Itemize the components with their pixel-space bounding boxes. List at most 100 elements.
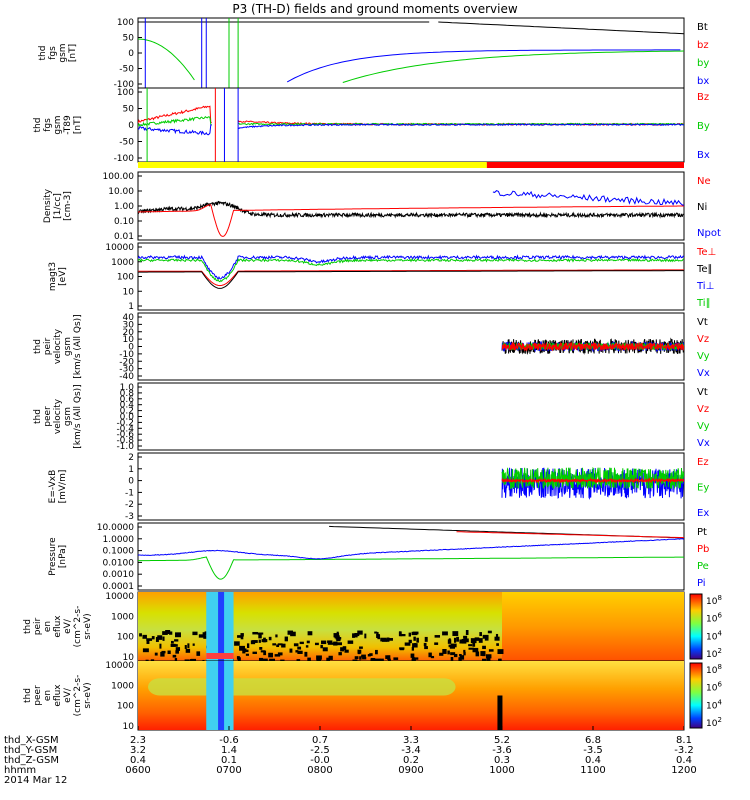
y-tick-label: -0.8: [116, 436, 134, 446]
series-pe: [138, 556, 684, 580]
spectrogram-cell: [175, 650, 179, 654]
y-axis-label: fgs: [43, 118, 53, 132]
series-ne: [138, 204, 684, 237]
legend-entry: Vt: [697, 317, 708, 328]
x-axis-value: -2.5: [310, 745, 330, 756]
panel-pressure: 10.0000 1.0000 0.10000.0100 0.0010 0.0001 Pre…: [48, 522, 709, 592]
y-tick-label: 0: [128, 121, 134, 131]
y-axis-label: [nT]: [68, 44, 78, 62]
spectrogram-cell: [354, 632, 360, 637]
spectrogram-cell: [202, 659, 205, 661]
spectrogram-cell: [376, 633, 380, 639]
spectrogram-cell: [305, 645, 309, 648]
x-axis-date: 2014 Mar 12: [4, 775, 67, 786]
y-axis-label: gsm: [53, 115, 63, 134]
spectrogram-cell: [262, 658, 268, 661]
spectrogram-cell: [410, 653, 415, 658]
spectrogram-cell: [314, 642, 319, 646]
spectrogram-cell: [411, 657, 415, 661]
spectrogram-cell: [434, 635, 441, 638]
spectrogram-cell: [243, 649, 249, 653]
spectrogram-cell: [150, 659, 155, 661]
spectrogram-cell: [485, 654, 492, 659]
spectrogram-band: [497, 695, 503, 730]
x-axis-row-label: thd_Y-GSM: [4, 745, 57, 756]
spectrogram-cell: [172, 654, 177, 658]
y-tick-label: 2: [128, 453, 134, 463]
spectrogram-cell: [408, 639, 412, 644]
series-bz: [138, 105, 212, 124]
y-tick-label: 50: [123, 34, 135, 44]
spectrogram-cell: [496, 643, 499, 646]
y-tick-label: 20: [123, 328, 135, 338]
spectrogram-cell: [169, 631, 173, 635]
spectrogram-cell: [475, 651, 480, 657]
x-axis-value: 5.2: [494, 735, 510, 746]
spectrogram-cell: [146, 638, 153, 641]
y-tick-label: 0: [128, 477, 134, 487]
y-axis-label: thd: [38, 46, 48, 61]
legend-entry: Bx: [697, 150, 710, 161]
y-axis-label: (cm^2-s-: [73, 606, 83, 648]
spectrogram-cell: [297, 650, 303, 654]
spectrogram-cell: [447, 650, 450, 655]
colorbar: [689, 662, 703, 729]
legend-entry: bz: [697, 40, 709, 51]
spectrogram-cell: [412, 631, 419, 635]
y-axis-label: thd: [33, 339, 43, 354]
series-pi: [138, 538, 684, 560]
spectrogram-cell: [245, 653, 249, 656]
y-axis-label: en: [43, 621, 53, 632]
spectrogram-cell: [260, 650, 266, 653]
y-tick-label: -1.0: [116, 442, 134, 452]
x-axis-value: -3.5: [583, 745, 603, 756]
spectrogram-cell: [237, 635, 243, 638]
y-tick-label: 0: [128, 49, 134, 59]
x-axis-row-label: hhmm: [4, 765, 36, 776]
spectrogram-cell: [388, 637, 393, 641]
spectrogram-cell: [439, 652, 444, 656]
spectrogram-cell: [359, 656, 362, 660]
panel-efield: 2 1 0-1 -2 -3 E=-VxB [mV/m] Ez Ey Ex: [48, 452, 709, 522]
spectrogram-cell: [359, 646, 363, 649]
y-tick-label: -10: [119, 350, 134, 360]
series-by: [138, 116, 213, 127]
y-axis-label: velocity: [53, 328, 63, 364]
series-npot: [492, 190, 684, 206]
spectrogram-cell: [162, 631, 168, 635]
spectrogram-cell: [468, 647, 474, 650]
legend-entry: Te∥: [696, 264, 713, 275]
spectrogram-band: [218, 661, 225, 730]
x-axis-value: 0800: [307, 765, 332, 776]
y-tick-label: -100: [114, 154, 135, 164]
spectrogram-cell: [151, 636, 155, 640]
spectrogram-cell: [484, 637, 489, 641]
spectrogram-cell: [450, 652, 456, 656]
spectrogram-cell: [486, 657, 491, 661]
legend-entry: Vy: [697, 351, 710, 362]
spectrogram-cell: [413, 636, 416, 641]
series-te-perp: [138, 269, 684, 287]
y-tick-label: -100: [114, 80, 135, 90]
y-tick-label: 0.0100: [103, 558, 135, 568]
legend-entry: Vz: [697, 404, 709, 415]
spectrogram-cell: [393, 657, 399, 660]
spectrogram-cell: [333, 641, 338, 646]
spectrogram-cell: [380, 637, 387, 642]
spectrogram-cell: [276, 644, 280, 648]
x-axis-value: -0.0: [310, 755, 330, 766]
x-axis-value: 1.4: [221, 745, 237, 756]
y-tick-label: -2: [125, 500, 134, 510]
panel-fgs-t89: 100 50 0 -50 -100 thd fgs gsm -T89 [nT] Bz By Bx: [33, 87, 710, 164]
spectrogram-cell: [257, 632, 264, 635]
y-tick-label: 1000: [111, 612, 134, 622]
panel-peir-eflux: 10000 1000 100 10 thd peir en eflux eV/(cm^2-s-s…: [23, 591, 722, 663]
spectrogram-cell: [463, 651, 466, 656]
y-tick-label: -0.2: [116, 418, 134, 428]
spectrogram-cell: [347, 640, 354, 644]
y-tick-label: 100: [117, 702, 134, 712]
spectrogram-cell: [250, 640, 256, 645]
y-axis-label: thd: [23, 619, 33, 634]
spectrogram-cell: [468, 644, 473, 647]
legend-entry: Ne: [697, 176, 711, 187]
